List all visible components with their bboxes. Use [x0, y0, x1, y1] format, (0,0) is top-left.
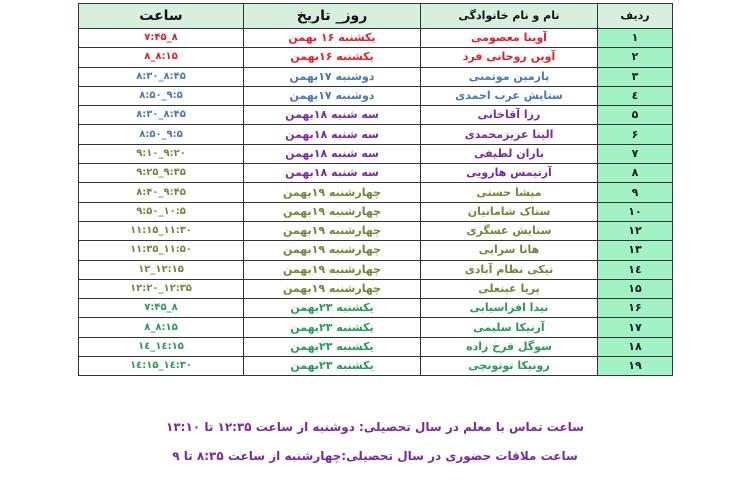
table-row: ۱ آوینا معصومی یکشنبه ۱۶ بهمن ۷:۴۵_۸ — [78, 27, 673, 49]
date-cell: چهارشنبه ۱۹بهمن — [243, 201, 421, 222]
name-cell: نیدا افراسیابی — [420, 298, 598, 319]
time-cell: ۸:۵۰_۹:۵ — [78, 124, 244, 145]
index-cell: ۱۹ — [597, 356, 673, 377]
table-row: ۱۹ رونیکا توتونچی یکشنبه ۲۳بهمن ۱٤:۱۵_۱٤:۳۰ — [78, 356, 673, 377]
header-date: روز_ تاریخ — [243, 3, 421, 29]
header-index: ردیف — [597, 3, 673, 29]
time-cell: ۸_۸:۱۵ — [78, 47, 244, 68]
name-cell: نیکی نظام آبادی — [420, 259, 598, 280]
date-cell: سه شنبه ۱۸بهمن — [243, 143, 421, 165]
table-row: ۱۲ ستایش عسگری چهارشنبه ۱۹بهمن ۱۱:۱۵_۱۱:۳۰ — [78, 220, 673, 242]
name-cell: رونیکا توتونچی — [420, 356, 598, 377]
time-cell: ۱٤:۱۵_۱٤:۳۰ — [78, 356, 244, 377]
name-cell: پارمین موتمنی — [420, 66, 598, 87]
index-cell: ۸ — [597, 163, 673, 184]
table-row: ۱۸ سوگل فرخ زاده یکشنبه ۲۳بهمن ۱٤_۱٤:۱۵ — [78, 336, 673, 358]
index-cell: ۵ — [597, 105, 673, 126]
time-cell: ۱۱:۳۵_۱۱:۵۰ — [78, 240, 244, 261]
date-cell: سه شنبه ۱۸بهمن — [243, 163, 421, 184]
table-row: ۶ الینا عزیزمحمدی سه شنبه ۱۸بهمن ۸:۵۰_۹:۵ — [78, 124, 673, 145]
time-cell: ۱٤_۱٤:۱۵ — [78, 336, 244, 358]
time-cell: ۸:۳۰_۸:۴۵ — [78, 66, 244, 87]
table-row: ۱۶ نیدا افراسیابی یکشنبه ۲۳بهمن ۷:۴۵_۸ — [78, 298, 673, 319]
name-cell: ستایش عرب احمدی — [420, 85, 598, 107]
time-cell: ۷:۴۵_۸ — [78, 298, 244, 319]
date-cell: دوشنبه ۱۷بهمن — [243, 85, 421, 107]
time-cell: ۸_۸:۱۵ — [78, 317, 244, 338]
name-cell: سوگل فرخ زاده — [420, 336, 598, 358]
date-cell: چهارشنبه ۱۹بهمن — [243, 220, 421, 242]
index-cell: ۱۶ — [597, 298, 673, 319]
name-cell: ستاک شامانیان — [420, 201, 598, 222]
name-cell: باران لطیفی — [420, 143, 598, 165]
time-cell: ۷:۴۵_۸ — [78, 27, 244, 49]
index-cell: ۱۷ — [597, 317, 673, 338]
header-time: ساعت — [78, 3, 244, 29]
time-cell: ۱۱:۱۵_۱۱:۳۰ — [78, 220, 244, 242]
name-cell: آوینا معصومی — [420, 27, 598, 49]
table-row: ۵ رزا آقاخانی سه شنبه ۱۸بهمن ۸:۳۰_۸:۴۵ — [78, 105, 673, 126]
date-cell: یکشنبه ۱۶ بهمن — [243, 27, 421, 49]
date-cell: یکشنبه ۲۳بهمن — [243, 356, 421, 377]
index-cell: ۱ — [597, 27, 673, 49]
time-cell: ۱۲:۲۰_۱۲:۳۵ — [78, 278, 244, 300]
date-cell: چهارشنبه ۱۹بهمن — [243, 278, 421, 300]
time-cell: ۹:۵۰_۱۰:۵ — [78, 201, 244, 222]
time-cell: ۹:۱۰_۹:۲۰ — [78, 143, 244, 165]
table-row: ٤ ستایش عرب احمدی دوشنبه ۱۷بهمن ۸:۵۰_۹:۵ — [78, 85, 673, 107]
date-cell: چهارشنبه ۱۹بهمن — [243, 240, 421, 261]
table-row: ۱۳ هانا سرایی چهارشنبه ۱۹بهمن ۱۱:۳۵_۱۱:۵۰ — [78, 240, 673, 261]
index-cell: ۹ — [597, 182, 673, 203]
name-cell: پریا عینعلی — [420, 278, 598, 300]
index-cell: ۱٤ — [597, 259, 673, 280]
table-row: ۱۵ پریا عینعلی چهارشنبه ۱۹بهمن ۱۲:۲۰_۱۲:۳۵ — [78, 278, 673, 300]
index-cell: ٤ — [597, 85, 673, 107]
index-cell: ۷ — [597, 143, 673, 165]
schedule-table: ردیف نام و نام خانوادگی روز_ تاریخ ساعت … — [78, 3, 673, 377]
name-cell: آرتیمس هارویی — [420, 163, 598, 184]
header-name: نام و نام خانوادگی — [420, 3, 598, 29]
contact-hours-note: ساعت تماس با معلم در سال تحصیلی: دوشنبه … — [166, 420, 584, 434]
date-cell: یکشنبه ۲۳بهمن — [243, 336, 421, 358]
header-row: ردیف نام و نام خانوادگی روز_ تاریخ ساعت — [78, 3, 673, 29]
name-cell: آرنیکا سلیمی — [420, 317, 598, 338]
time-cell: ۸:۳۰_۸:۴۵ — [78, 105, 244, 126]
index-cell: ۲ — [597, 47, 673, 68]
index-cell: ۱۵ — [597, 278, 673, 300]
index-cell: ۱۳ — [597, 240, 673, 261]
time-cell: ۸:۵۰_۹:۵ — [78, 85, 244, 107]
date-cell: سه شنبه ۱۸بهمن — [243, 124, 421, 145]
visit-hours-note: ساعت ملاقات حضوری در سال تحصیلی:چهارشنبه… — [172, 449, 578, 463]
index-cell: ۱۰ — [597, 201, 673, 222]
index-cell: ۳ — [597, 66, 673, 87]
date-cell: سه شنبه ۱۸بهمن — [243, 105, 421, 126]
time-cell: ۹:۲۵_۹:۳۵ — [78, 163, 244, 184]
table-row: ۷ باران لطیفی سه شنبه ۱۸بهمن ۹:۱۰_۹:۲۰ — [78, 143, 673, 165]
date-cell: چهارشنبه ۱۹بهمن — [243, 259, 421, 280]
name-cell: رزا آقاخانی — [420, 105, 598, 126]
table-row: ۲ آوین روحانی فرد یکشنبه ۱۶بهمن ۸_۸:۱۵ — [78, 47, 673, 68]
index-cell: ۶ — [597, 124, 673, 145]
table-row: ۱۷ آرنیکا سلیمی یکشنبه ۲۳بهمن ۸_۸:۱۵ — [78, 317, 673, 338]
index-cell: ۱۸ — [597, 336, 673, 358]
index-cell: ۱۲ — [597, 220, 673, 242]
name-cell: الینا عزیزمحمدی — [420, 124, 598, 145]
table-row: ۱٤ نیکی نظام آبادی چهارشنبه ۱۹بهمن ۱۲_۱۲:۱۵ — [78, 259, 673, 280]
table-row: ۱۰ ستاک شامانیان چهارشنبه ۱۹بهمن ۹:۵۰_۱۰:۵ — [78, 201, 673, 222]
name-cell: میشا حسنی — [420, 182, 598, 203]
name-cell: ستایش عسگری — [420, 220, 598, 242]
time-cell: ۱۲_۱۲:۱۵ — [78, 259, 244, 280]
table-row: ۸ آرتیمس هارویی سه شنبه ۱۸بهمن ۹:۲۵_۹:۳۵ — [78, 163, 673, 184]
name-cell: هانا سرایی — [420, 240, 598, 261]
time-cell: ۸:۴۰_۹:۴۵ — [78, 182, 244, 203]
name-cell: آوین روحانی فرد — [420, 47, 598, 68]
date-cell: چهارشنبه ۱۹بهمن — [243, 182, 421, 203]
date-cell: دوشنبه ۱۷بهمن — [243, 66, 421, 87]
date-cell: یکشنبه ۱۶بهمن — [243, 47, 421, 68]
date-cell: یکشنبه ۲۳بهمن — [243, 317, 421, 338]
date-cell: یکشنبه ۲۳بهمن — [243, 298, 421, 319]
table-row: ۹ میشا حسنی چهارشنبه ۱۹بهمن ۸:۴۰_۹:۴۵ — [78, 182, 673, 203]
table-row: ۳ پارمین موتمنی دوشنبه ۱۷بهمن ۸:۳۰_۸:۴۵ — [78, 66, 673, 87]
